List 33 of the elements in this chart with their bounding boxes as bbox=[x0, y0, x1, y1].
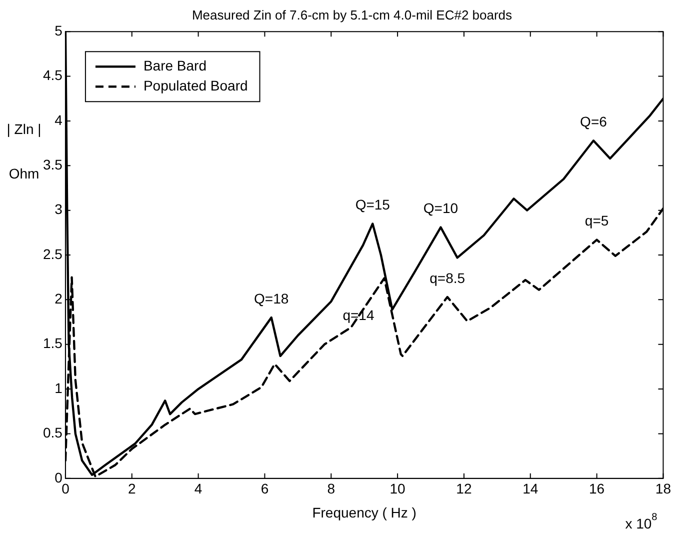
annotation: q=14 bbox=[342, 307, 374, 324]
y-tick-label: 3 bbox=[54, 201, 63, 218]
y-tick-label: 0.5 bbox=[42, 424, 63, 441]
y-tick-label: 2 bbox=[54, 290, 63, 307]
y-tick-label: 0 bbox=[54, 469, 63, 486]
annotation: q=8.5 bbox=[430, 270, 466, 286]
y-axis-title: | Zln | bbox=[6, 120, 42, 137]
x-tick-label: 2 bbox=[128, 480, 136, 497]
x-tick-label: 6 bbox=[260, 480, 269, 497]
x-tick-label: 12 bbox=[456, 480, 472, 497]
x-tick-label: 8 bbox=[327, 480, 336, 497]
annotation: Q=15 bbox=[355, 196, 390, 213]
y-tick-label: 4.5 bbox=[42, 67, 63, 84]
legend-label: Bare Bard bbox=[143, 57, 207, 74]
x-tick-label: 16 bbox=[589, 480, 605, 497]
y-tick-label: 3.5 bbox=[42, 156, 63, 172]
y-tick-label: 2.5 bbox=[42, 246, 63, 262]
y-tick-label: 1.5 bbox=[42, 335, 63, 352]
x-tick-label: 4 bbox=[194, 480, 202, 497]
chart-title: Measured Zin of 7.6-cm by 5.1-cm 4.0-mil EC#2 boards bbox=[192, 7, 513, 22]
annotation: Q=10 bbox=[423, 200, 458, 216]
y-tick-label: 4 bbox=[54, 112, 63, 128]
text: Ohm bbox=[8, 165, 40, 182]
y-tick-label: 5 bbox=[54, 22, 63, 38]
y-tick-label: 1 bbox=[54, 380, 63, 396]
legend-label: Populated Board bbox=[143, 77, 248, 94]
annotation: q=5 bbox=[584, 212, 609, 229]
x-tick-label: 14 bbox=[522, 480, 538, 497]
x-axis-title: Frequency ( Hz ) bbox=[312, 504, 416, 520]
annotation: Q=18 bbox=[254, 290, 289, 306]
x-tick-label: 10 bbox=[390, 480, 406, 497]
x-tick-label: 18 bbox=[655, 480, 672, 497]
annotation: Q=6 bbox=[580, 113, 608, 130]
